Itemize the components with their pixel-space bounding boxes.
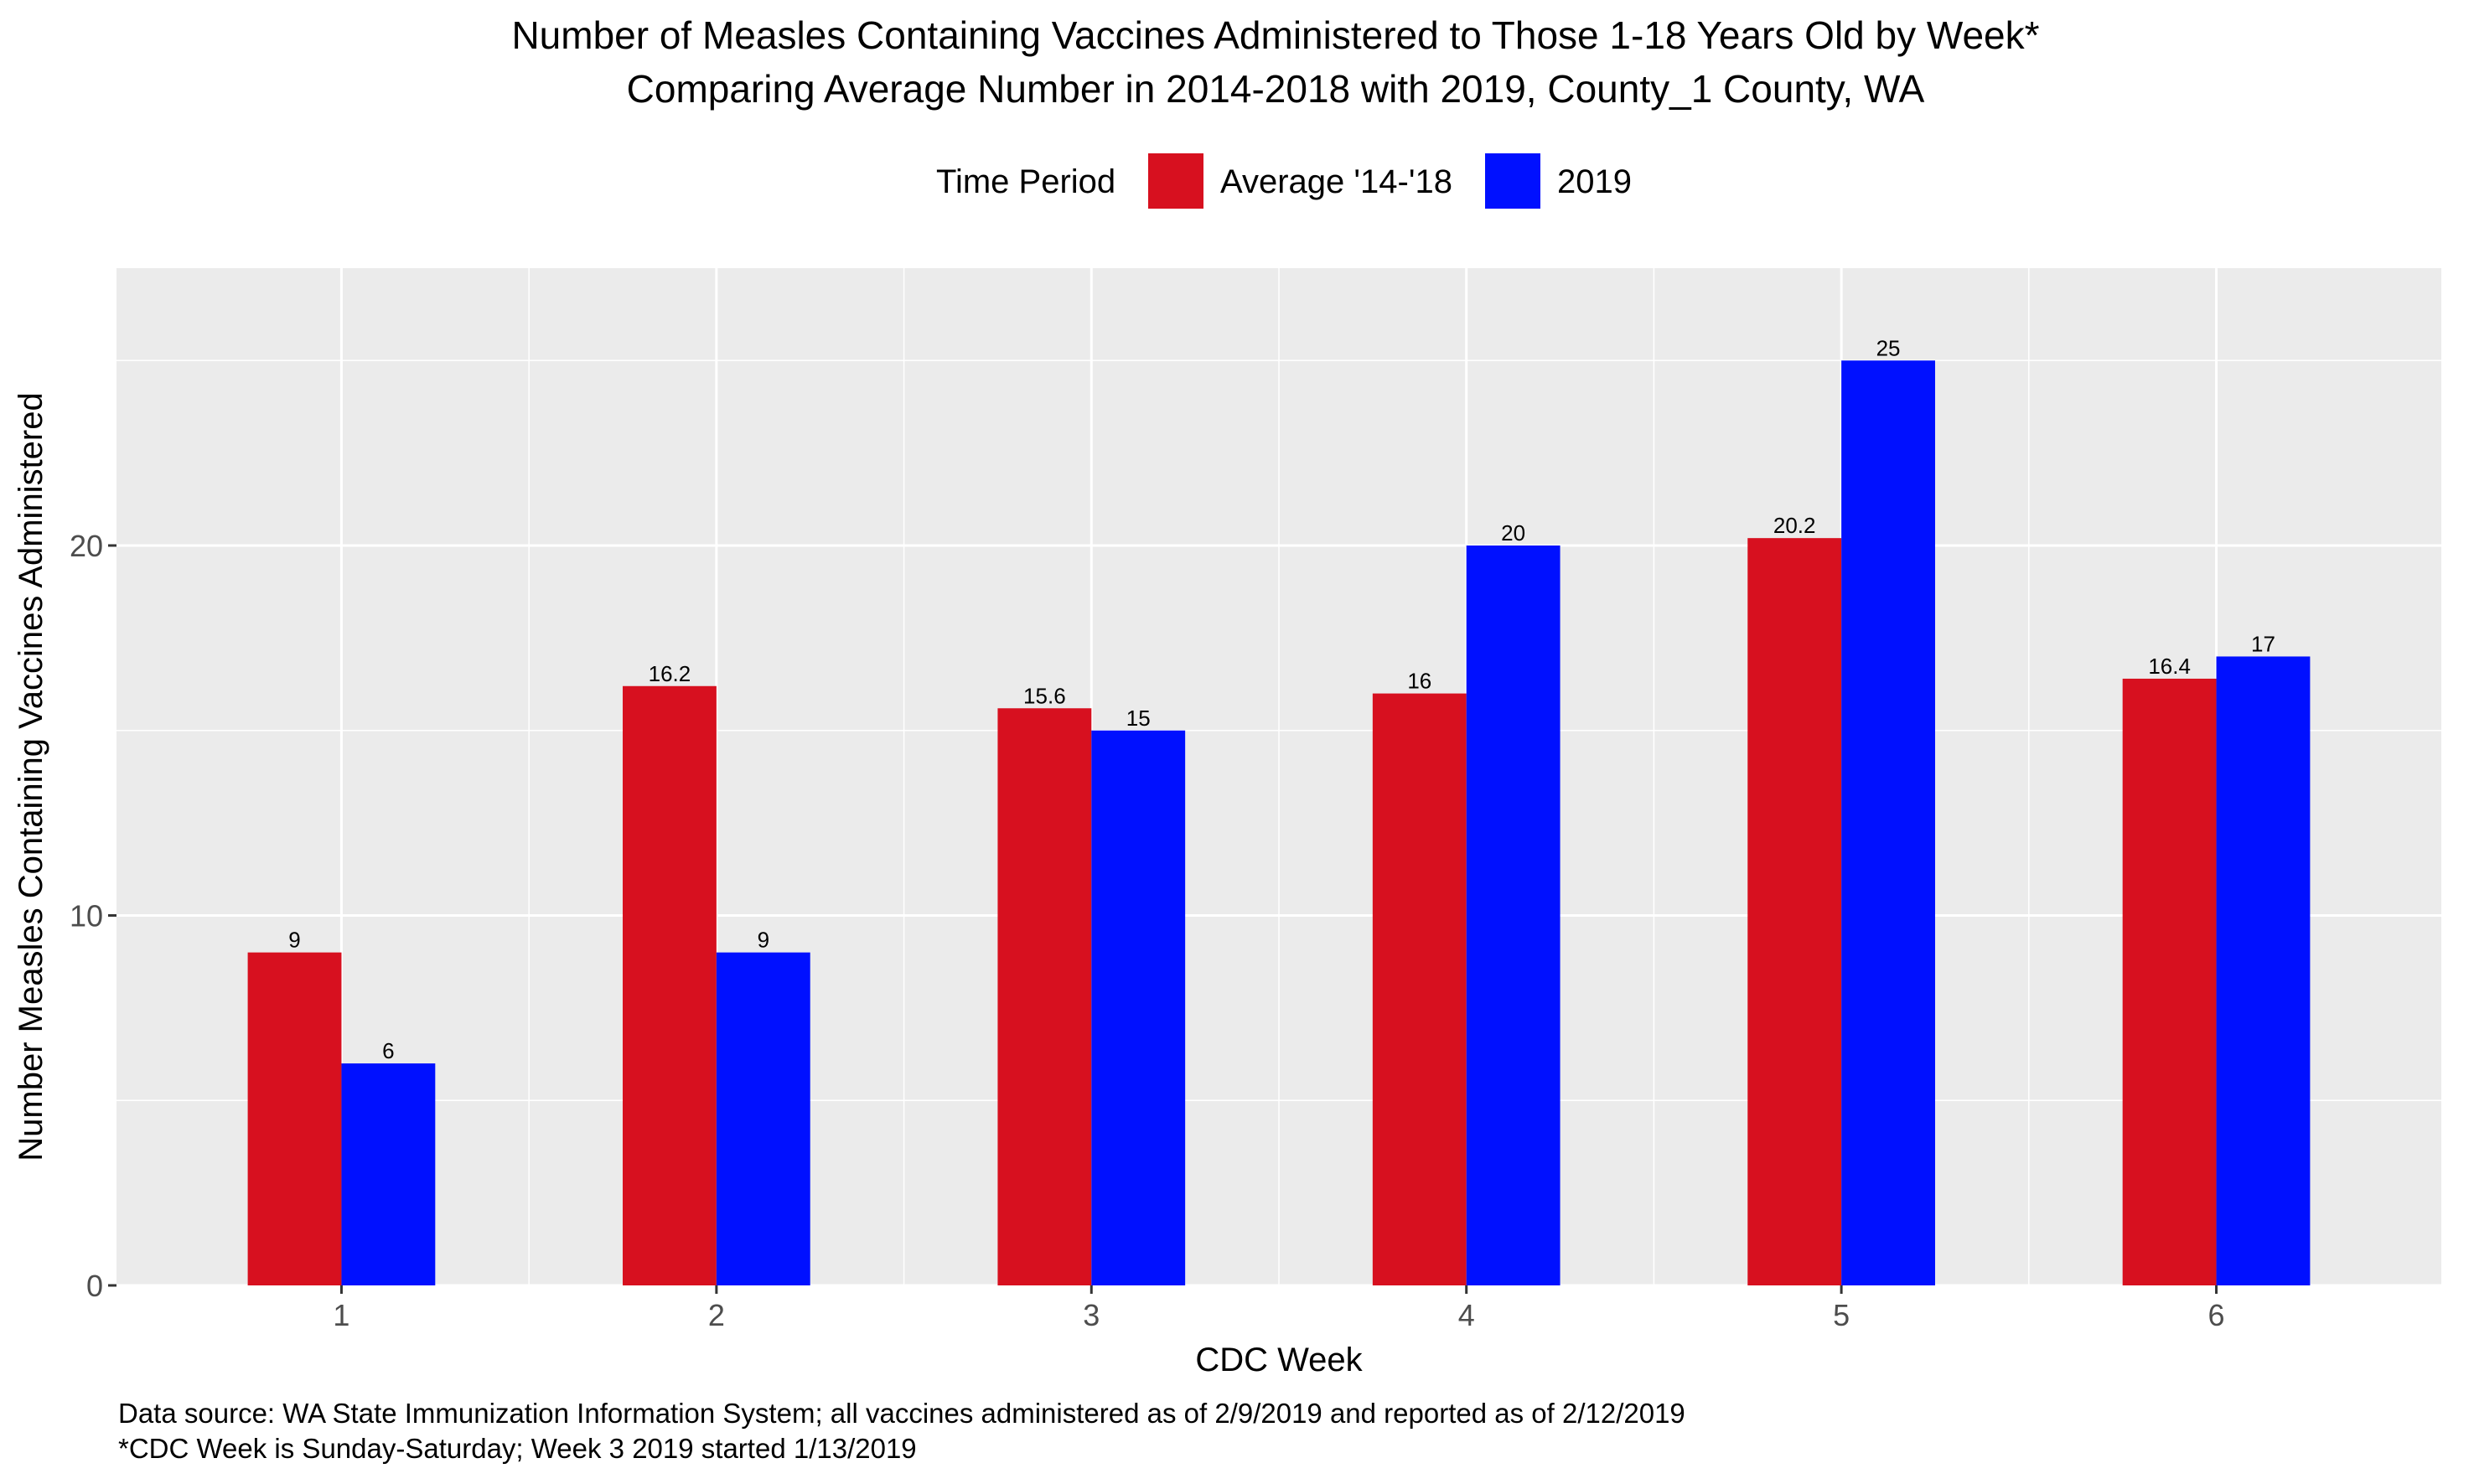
chart-title: Number of Measles Containing Vaccines Ad…: [511, 13, 2039, 57]
bar-value-label: 6: [382, 1038, 394, 1063]
legend-swatch-2019: [1485, 153, 1540, 209]
legend-label-2019: 2019: [1557, 163, 1632, 200]
bar-value-label: 15.6: [1023, 683, 1066, 708]
y-axis: 0 10 20: [70, 529, 116, 1303]
y-tick-label: 10: [70, 899, 103, 933]
bar-value-label: 20: [1501, 520, 1525, 546]
bar-value-label: 16: [1407, 669, 1431, 694]
bar-value-label: 17: [2251, 631, 2275, 656]
x-axis-title: CDC Week: [1195, 1342, 1363, 1378]
bar: [997, 708, 1092, 1285]
bar-value-label: 20.2: [1773, 513, 1816, 538]
x-tick-label: 4: [1458, 1298, 1475, 1332]
bar-value-label: 15: [1126, 706, 1151, 731]
y-axis-title: Number Measles Containing Vaccines Admin…: [13, 392, 49, 1161]
bar: [247, 952, 342, 1285]
legend: Time Period Average '14-'18 2019: [936, 153, 1632, 209]
bar-value-label: 9: [288, 928, 300, 953]
x-axis: 1 2 3 4 5 6: [333, 1285, 2225, 1332]
bar-value-labels: 9 16.2 15.6 16 20.2 16.4 6 9 15 20 25 17: [288, 335, 2275, 1063]
bar: [1372, 693, 1467, 1285]
legend-label-average: Average '14-'18: [1220, 163, 1452, 200]
bar-value-label: 16.4: [2148, 654, 2191, 679]
x-tick-label: 5: [1833, 1298, 1850, 1332]
bar: [623, 685, 717, 1285]
bar-value-label: 9: [758, 928, 769, 953]
caption-cdc-week-note: *CDC Week is Sunday-Saturday; Week 3 201…: [118, 1433, 917, 1464]
chart-subtitle: Comparing Average Number in 2014-2018 wi…: [627, 67, 1925, 111]
legend-swatch-average: [1148, 153, 1203, 209]
bar-value-label: 25: [1876, 335, 1901, 360]
x-tick-label: 3: [1083, 1298, 1100, 1332]
y-tick-label: 20: [70, 529, 103, 563]
bars: [247, 360, 2311, 1285]
bar: [716, 952, 810, 1285]
x-tick-label: 1: [333, 1298, 349, 1332]
bar: [341, 1063, 436, 1285]
legend-title: Time Period: [936, 163, 1115, 200]
bar: [1091, 730, 1186, 1285]
bar: [1466, 546, 1560, 1285]
bar-value-label: 16.2: [649, 661, 691, 686]
bar: [1747, 538, 1842, 1285]
bar: [2122, 678, 2217, 1285]
x-tick-label: 2: [708, 1298, 725, 1332]
bar: [2216, 656, 2311, 1285]
caption-data-source: Data source: WA State Immunization Infor…: [118, 1398, 1685, 1429]
x-tick-label: 6: [2208, 1298, 2225, 1332]
y-tick-label: 0: [86, 1269, 103, 1303]
bar: [1841, 360, 1935, 1285]
